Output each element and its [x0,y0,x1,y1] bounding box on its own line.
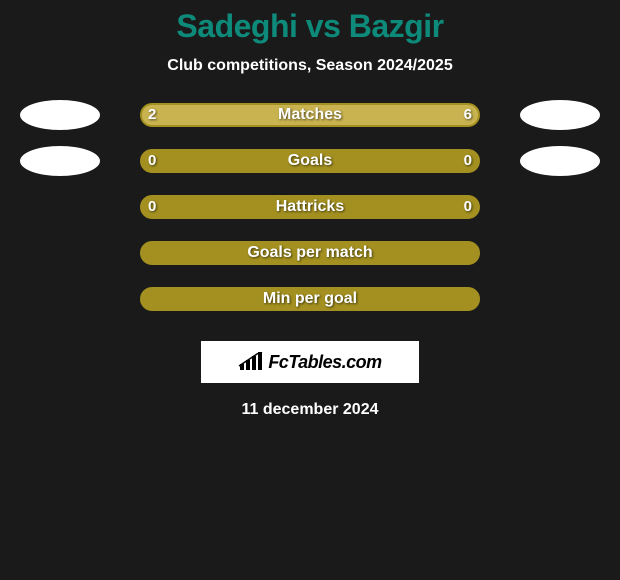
stat-value-left: 0 [148,195,156,219]
stat-bar-track [140,149,480,173]
stat-row: Goals per match [0,241,620,287]
bar-chart-icon [238,352,264,372]
stat-row: Min per goal [0,287,620,333]
stat-row: Hattricks00 [0,195,620,241]
stat-row: Goals00 [0,149,620,195]
comparison-card: Sadeghi vs Bazgir Club competitions, Sea… [0,0,620,419]
stats-rows: Matches26Goals00Hattricks00Goals per mat… [0,103,620,333]
subtitle: Club competitions, Season 2024/2025 [0,57,620,75]
stat-bar-track [140,241,480,265]
brand-logo: FcTables.com [238,352,381,373]
player-avatar-left [20,146,100,176]
stat-value-right: 0 [464,149,472,173]
player-avatar-left [20,100,100,130]
date-text: 11 december 2024 [0,401,620,419]
page-title: Sadeghi vs Bazgir [0,8,620,45]
stat-bar-fill-right [226,105,478,125]
stat-bar-track [140,103,480,127]
stat-bar-track [140,287,480,311]
stat-value-left: 0 [148,149,156,173]
player-avatar-right [520,146,600,176]
stat-value-right: 6 [464,103,472,127]
stat-value-right: 0 [464,195,472,219]
stat-row: Matches26 [0,103,620,149]
stat-bar-track [140,195,480,219]
player-avatar-right [520,100,600,130]
stat-value-left: 2 [148,103,156,127]
brand-logo-text: FcTables.com [268,352,381,373]
brand-logo-box: FcTables.com [201,341,419,383]
